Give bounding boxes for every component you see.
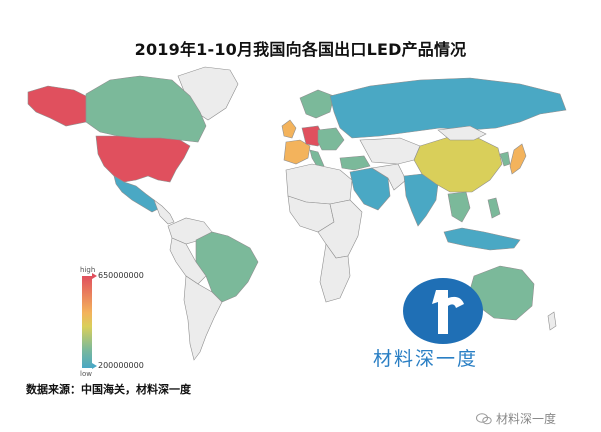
legend-max-handle-icon[interactable] bbox=[92, 273, 97, 279]
region-central-europe bbox=[317, 127, 345, 151]
color-legend: high 650000000 200000000 low bbox=[72, 266, 182, 378]
region-alaska bbox=[27, 85, 87, 127]
region-southern-cone bbox=[183, 275, 223, 361]
region-usa bbox=[95, 135, 191, 183]
region-korea bbox=[499, 151, 511, 167]
legend-low-label: low bbox=[80, 370, 92, 378]
wechat-icon bbox=[476, 413, 492, 425]
region-russia bbox=[329, 77, 567, 139]
region-central-america bbox=[153, 199, 175, 225]
region-uk bbox=[281, 119, 297, 139]
region-scandinavia bbox=[299, 89, 335, 119]
logo-icon bbox=[403, 278, 483, 344]
region-central-asia bbox=[359, 137, 421, 165]
region-southern-africa bbox=[319, 243, 351, 303]
region-france-spain bbox=[283, 139, 311, 165]
legend-min-value: 200000000 bbox=[98, 361, 144, 370]
legend-high-label: high bbox=[80, 266, 96, 274]
legend-min-handle-icon[interactable] bbox=[92, 363, 97, 369]
legend-gradient-bar bbox=[82, 276, 92, 368]
region-canada bbox=[85, 75, 207, 143]
legend-max-value: 650000000 bbox=[98, 271, 144, 280]
region-indochina bbox=[447, 191, 471, 223]
region-mexico bbox=[113, 175, 161, 213]
region-indonesia bbox=[443, 227, 521, 251]
region-north-africa bbox=[285, 163, 353, 205]
region-philippines bbox=[487, 197, 501, 219]
watermark: 材料深一度 bbox=[476, 410, 556, 427]
region-mongolia bbox=[437, 125, 487, 141]
region-turkey bbox=[339, 155, 371, 171]
region-japan bbox=[509, 143, 527, 175]
logo-text: 材料深一度 bbox=[373, 348, 479, 370]
region-iran bbox=[371, 163, 407, 191]
data-source: 数据来源：中国海关，材料深一度 bbox=[26, 383, 191, 396]
watermark-text: 材料深一度 bbox=[496, 412, 557, 426]
map-title: 2019年1-10月我国向各国出口LED产品情况 bbox=[134, 40, 467, 59]
region-new-zealand bbox=[547, 311, 557, 331]
